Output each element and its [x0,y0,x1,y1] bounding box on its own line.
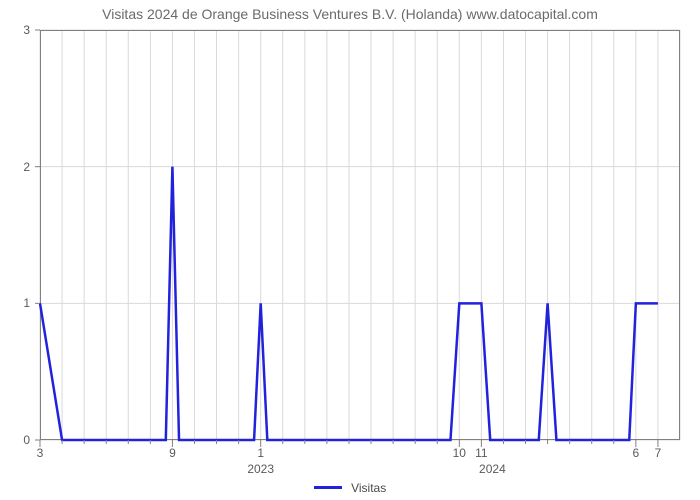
axis-tick-label: 2024 [479,462,506,476]
legend-label: Visitas [351,481,386,495]
axis-tick-label: 11 [475,446,487,460]
axis-tick-label: 9 [169,446,176,460]
chart-container: Visitas 2024 de Orange Business Ventures… [0,0,700,500]
axis-tick-label: 2 [23,160,30,174]
axis-tick-label: 7 [655,446,662,460]
axis-tick-label: 10 [453,446,466,460]
legend-swatch [314,486,342,489]
axis-tick-label: 3 [23,23,30,37]
axis-tick-label: 1 [257,446,264,460]
axis-tick-label: 6 [633,446,640,460]
plot-area [40,30,680,440]
chart-title: Visitas 2024 de Orange Business Ventures… [0,6,700,22]
axis-tick-label: 0 [23,433,30,447]
axis-tick-label: 1 [23,296,30,310]
legend: Visitas [0,480,700,495]
axis-tick-label: 2023 [247,462,274,476]
axis-tick-label: 3 [37,446,44,460]
